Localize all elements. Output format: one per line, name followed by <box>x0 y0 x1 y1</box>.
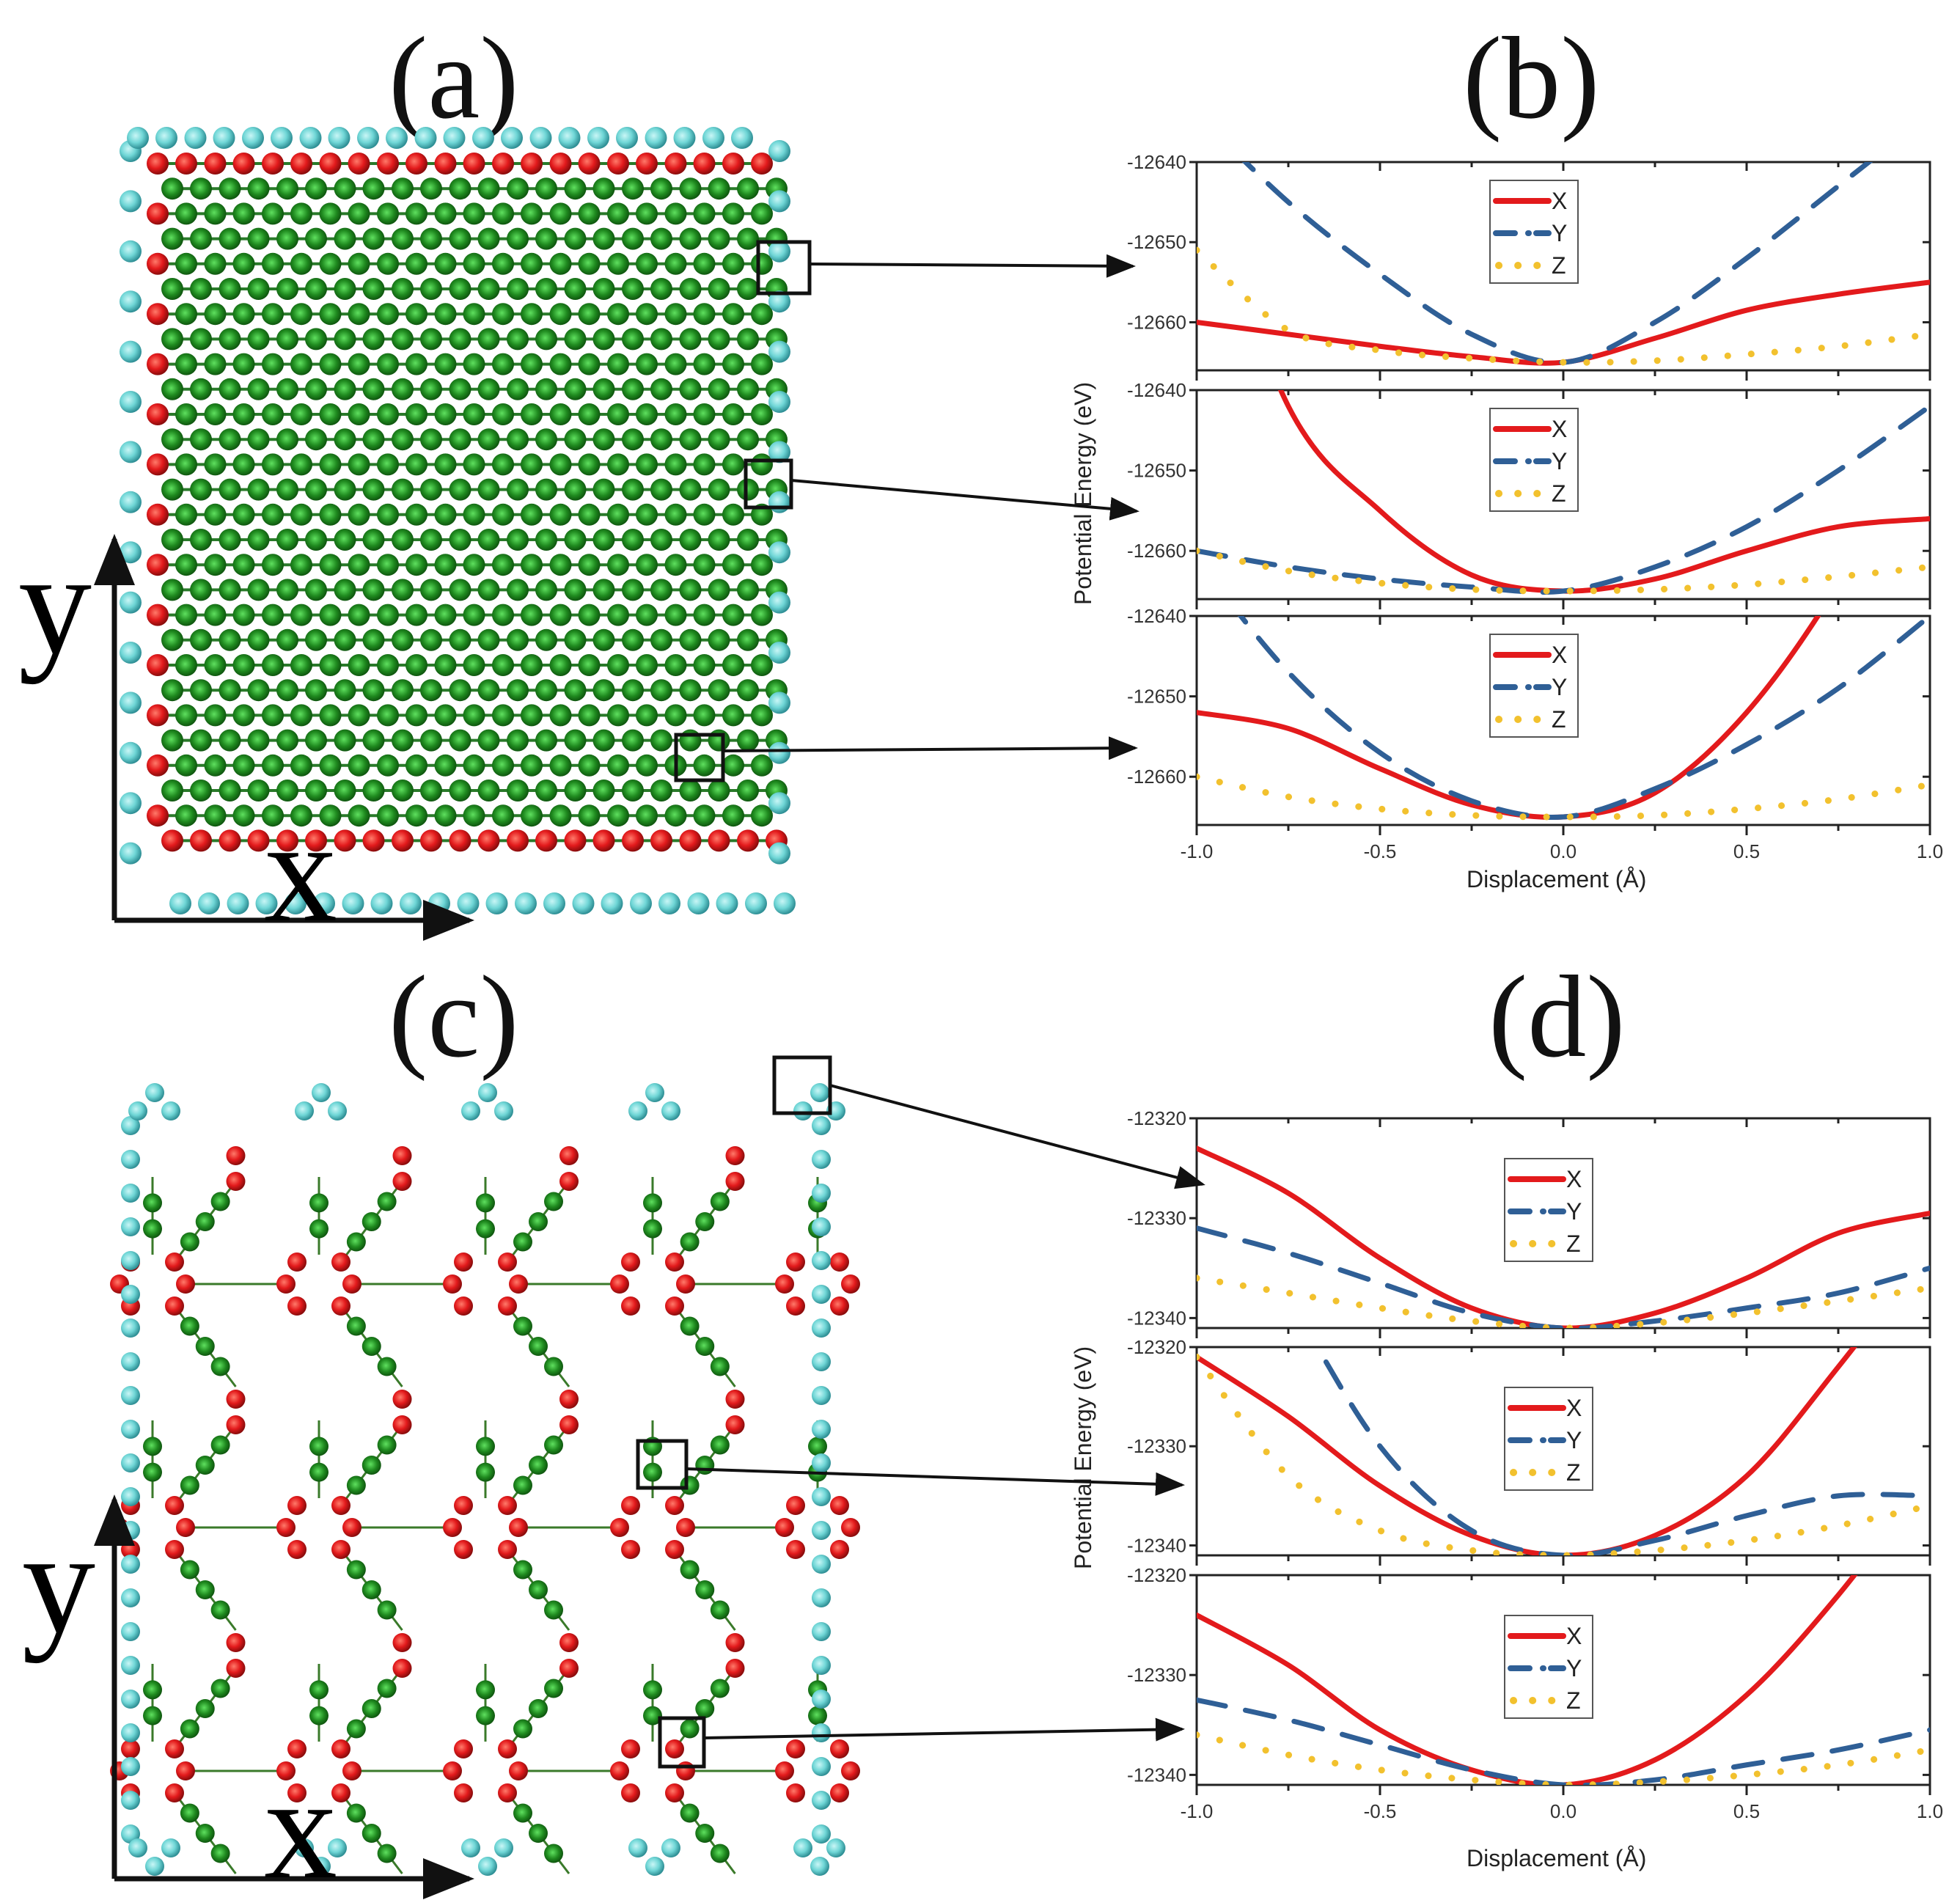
x-tick-label: 1.0 <box>1917 1800 1943 1822</box>
panel-label-c: (c) <box>389 951 519 1082</box>
y-tick-label: -12320 <box>1127 1564 1186 1586</box>
axis-label-y-c: y <box>22 1502 95 1664</box>
lattice-structure-c <box>110 1083 860 1876</box>
axis-label-x-a: x <box>264 791 337 953</box>
y-tick-label: -12640 <box>1127 605 1186 627</box>
curve-x <box>1197 1575 1858 1785</box>
x-tick-label: 0.5 <box>1733 1800 1760 1822</box>
arrow-icon <box>686 1467 1185 1496</box>
curve-z <box>1197 1354 1930 1555</box>
chart-b-1: -12640 -12650 -12660 XYZ <box>1127 151 1931 381</box>
x-tick-label: -0.5 <box>1364 840 1397 862</box>
panel-label-b: (b) <box>1463 12 1600 143</box>
axis-label-y-a: y <box>18 523 92 685</box>
x-tick-label: 0.5 <box>1733 840 1760 862</box>
highlight-box <box>674 733 725 782</box>
x-tick-label: 1.0 <box>1917 840 1943 862</box>
legend-label-x: X <box>1552 416 1567 442</box>
y-tick-label: -12340 <box>1127 1534 1186 1556</box>
legend-label-y: Y <box>1566 1655 1582 1681</box>
y-tick-label: -12640 <box>1127 151 1186 173</box>
y-tick-label: -12340 <box>1127 1307 1186 1329</box>
highlight-box <box>756 240 812 296</box>
curve-z <box>1197 246 1930 366</box>
legend-label-x: X <box>1552 188 1567 214</box>
legend-label-x: X <box>1552 642 1567 668</box>
y-axis-title-d: Potential Energy (eV) <box>1070 1346 1096 1569</box>
legend-label-x: X <box>1566 1166 1582 1192</box>
y-tick-label: -12330 <box>1127 1664 1186 1686</box>
energy-charts: -12640-12650-12660XYZ-12640-12650-12660X… <box>1127 151 1943 1822</box>
y-tick-label: -12660 <box>1127 540 1186 562</box>
x-tick-label: 0.0 <box>1550 1800 1577 1822</box>
y-tick-label: -12650 <box>1127 460 1186 482</box>
y-tick-label: -12320 <box>1127 1336 1186 1358</box>
legend-label-y: Y <box>1552 220 1567 246</box>
legend-label-x: X <box>1566 1395 1582 1421</box>
curve-y <box>1197 403 1930 595</box>
y-tick-label: -12650 <box>1127 686 1186 708</box>
chart-d-2: -12320 -12330 -12340 XYZ <box>1127 1336 1931 1566</box>
x-tick-label: -1.0 <box>1181 1800 1214 1822</box>
curve-x <box>1277 390 1930 594</box>
x-tick-label: -0.5 <box>1364 1800 1397 1822</box>
highlight-box <box>658 1716 706 1769</box>
legend-label-y: Y <box>1552 674 1567 700</box>
axis-label-x-c: x <box>264 1747 337 1900</box>
arrow-icon <box>722 736 1138 760</box>
panel-label-d: (d) <box>1489 951 1626 1082</box>
curve-x <box>1197 616 1821 821</box>
x-axis-title-d: Displacement (Å) <box>1467 1845 1646 1871</box>
legend-label-y: Y <box>1552 448 1567 474</box>
x-tick-label: 0.0 <box>1550 840 1577 862</box>
curve-y <box>1197 1697 1930 1785</box>
panel-label-a: (a) <box>389 12 519 143</box>
y-tick-label: -12330 <box>1127 1435 1186 1457</box>
legend-label-x: X <box>1566 1623 1582 1649</box>
callout-arrows <box>636 240 1205 1769</box>
y-tick-label: -12660 <box>1127 311 1186 333</box>
legend-label-y: Y <box>1566 1427 1582 1453</box>
highlight-box <box>744 458 793 510</box>
coordinate-axes-c: y x <box>22 1494 474 1900</box>
legend-label-z: Z <box>1566 1230 1581 1257</box>
chart-d-3: -12320 -12330 -12340 -1.0 -0.5 0.0 0.5 1.0 XYZ <box>1127 1564 1943 1822</box>
chart-b-3: -12640 -12650 -12660 -1.0 -0.5 0.0 0.5 1.0 XYZ <box>1127 605 1943 862</box>
y-tick-label: -12640 <box>1127 379 1186 401</box>
arrow-icon <box>790 479 1139 521</box>
legend-label-y: Y <box>1566 1198 1582 1225</box>
y-axis-title-b: Potential Energy (eV) <box>1070 382 1096 605</box>
chart-b-2: -12640 -12650 -12660 XYZ <box>1127 379 1931 609</box>
legend-label-z: Z <box>1566 1687 1581 1714</box>
y-tick-label: -12660 <box>1127 766 1186 788</box>
curve-y <box>1197 1225 1930 1328</box>
y-tick-label: -12330 <box>1127 1207 1186 1229</box>
chart-d-1: -12320 -12330 -12340 XYZ <box>1127 1107 1931 1338</box>
arrow-icon <box>703 1717 1185 1742</box>
curve-y <box>1314 1347 1930 1555</box>
y-tick-label: -12650 <box>1127 231 1186 253</box>
highlight-box <box>636 1439 689 1490</box>
legend-label-z: Z <box>1552 480 1566 507</box>
y-tick-label: -12340 <box>1127 1764 1186 1786</box>
arrow-icon <box>829 1084 1205 1189</box>
x-tick-label: -1.0 <box>1181 840 1214 862</box>
lattice-structure-a <box>120 127 796 914</box>
curve-y <box>1237 616 1930 820</box>
y-tick-label: -12320 <box>1127 1107 1186 1129</box>
legend-label-z: Z <box>1566 1459 1581 1486</box>
arrow-icon <box>809 254 1136 278</box>
legend-label-z: Z <box>1552 252 1566 279</box>
legend-label-z: Z <box>1552 706 1566 733</box>
x-axis-title-b: Displacement (Å) <box>1467 866 1646 892</box>
coordinate-axes-a: y x <box>18 523 474 953</box>
